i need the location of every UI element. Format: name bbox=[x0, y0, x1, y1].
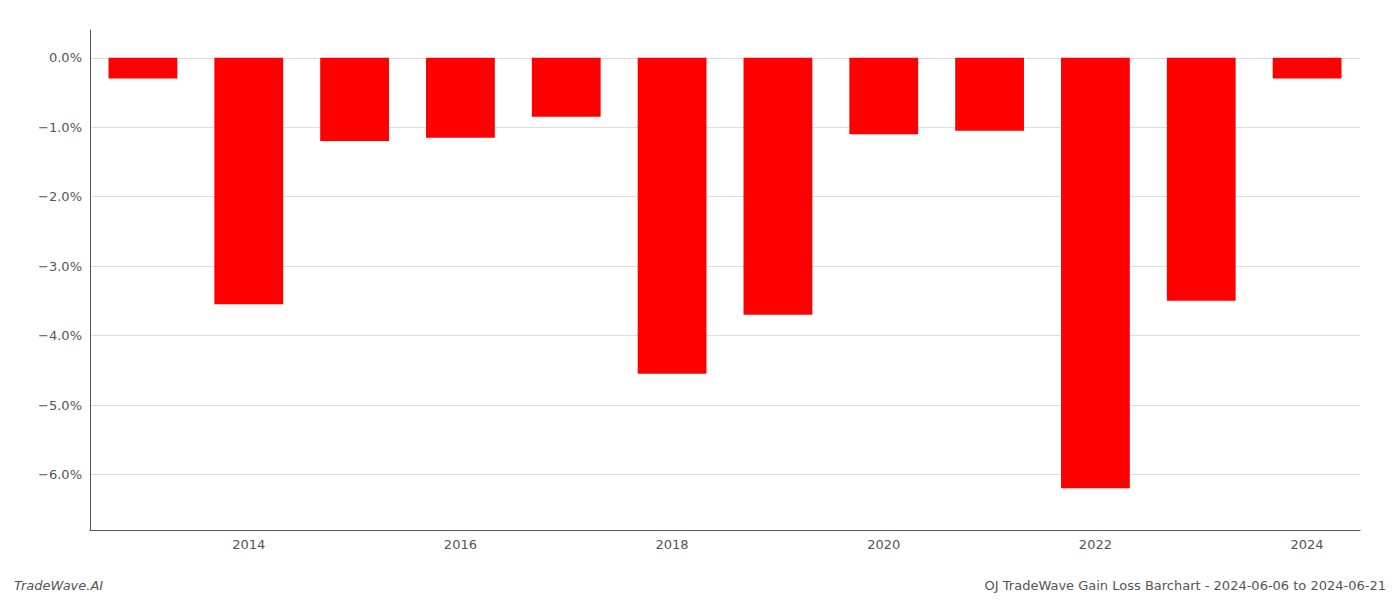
svg-text:−1.0%: −1.0% bbox=[38, 120, 82, 135]
svg-text:2014: 2014 bbox=[232, 537, 265, 552]
svg-text:−3.0%: −3.0% bbox=[38, 259, 82, 274]
svg-text:−6.0%: −6.0% bbox=[38, 467, 82, 482]
svg-text:−2.0%: −2.0% bbox=[38, 189, 82, 204]
svg-text:−4.0%: −4.0% bbox=[38, 328, 82, 343]
svg-text:2016: 2016 bbox=[444, 537, 477, 552]
svg-text:2024: 2024 bbox=[1291, 537, 1324, 552]
svg-text:OJ TradeWave Gain Loss Barchar: OJ TradeWave Gain Loss Barchart - 2024-0… bbox=[985, 578, 1386, 593]
svg-text:2018: 2018 bbox=[656, 537, 689, 552]
svg-text:2022: 2022 bbox=[1079, 537, 1112, 552]
svg-text:2020: 2020 bbox=[867, 537, 900, 552]
svg-text:−5.0%: −5.0% bbox=[38, 398, 82, 413]
svg-text:0.0%: 0.0% bbox=[49, 50, 82, 65]
svg-text:TradeWave.AI: TradeWave.AI bbox=[14, 578, 103, 593]
